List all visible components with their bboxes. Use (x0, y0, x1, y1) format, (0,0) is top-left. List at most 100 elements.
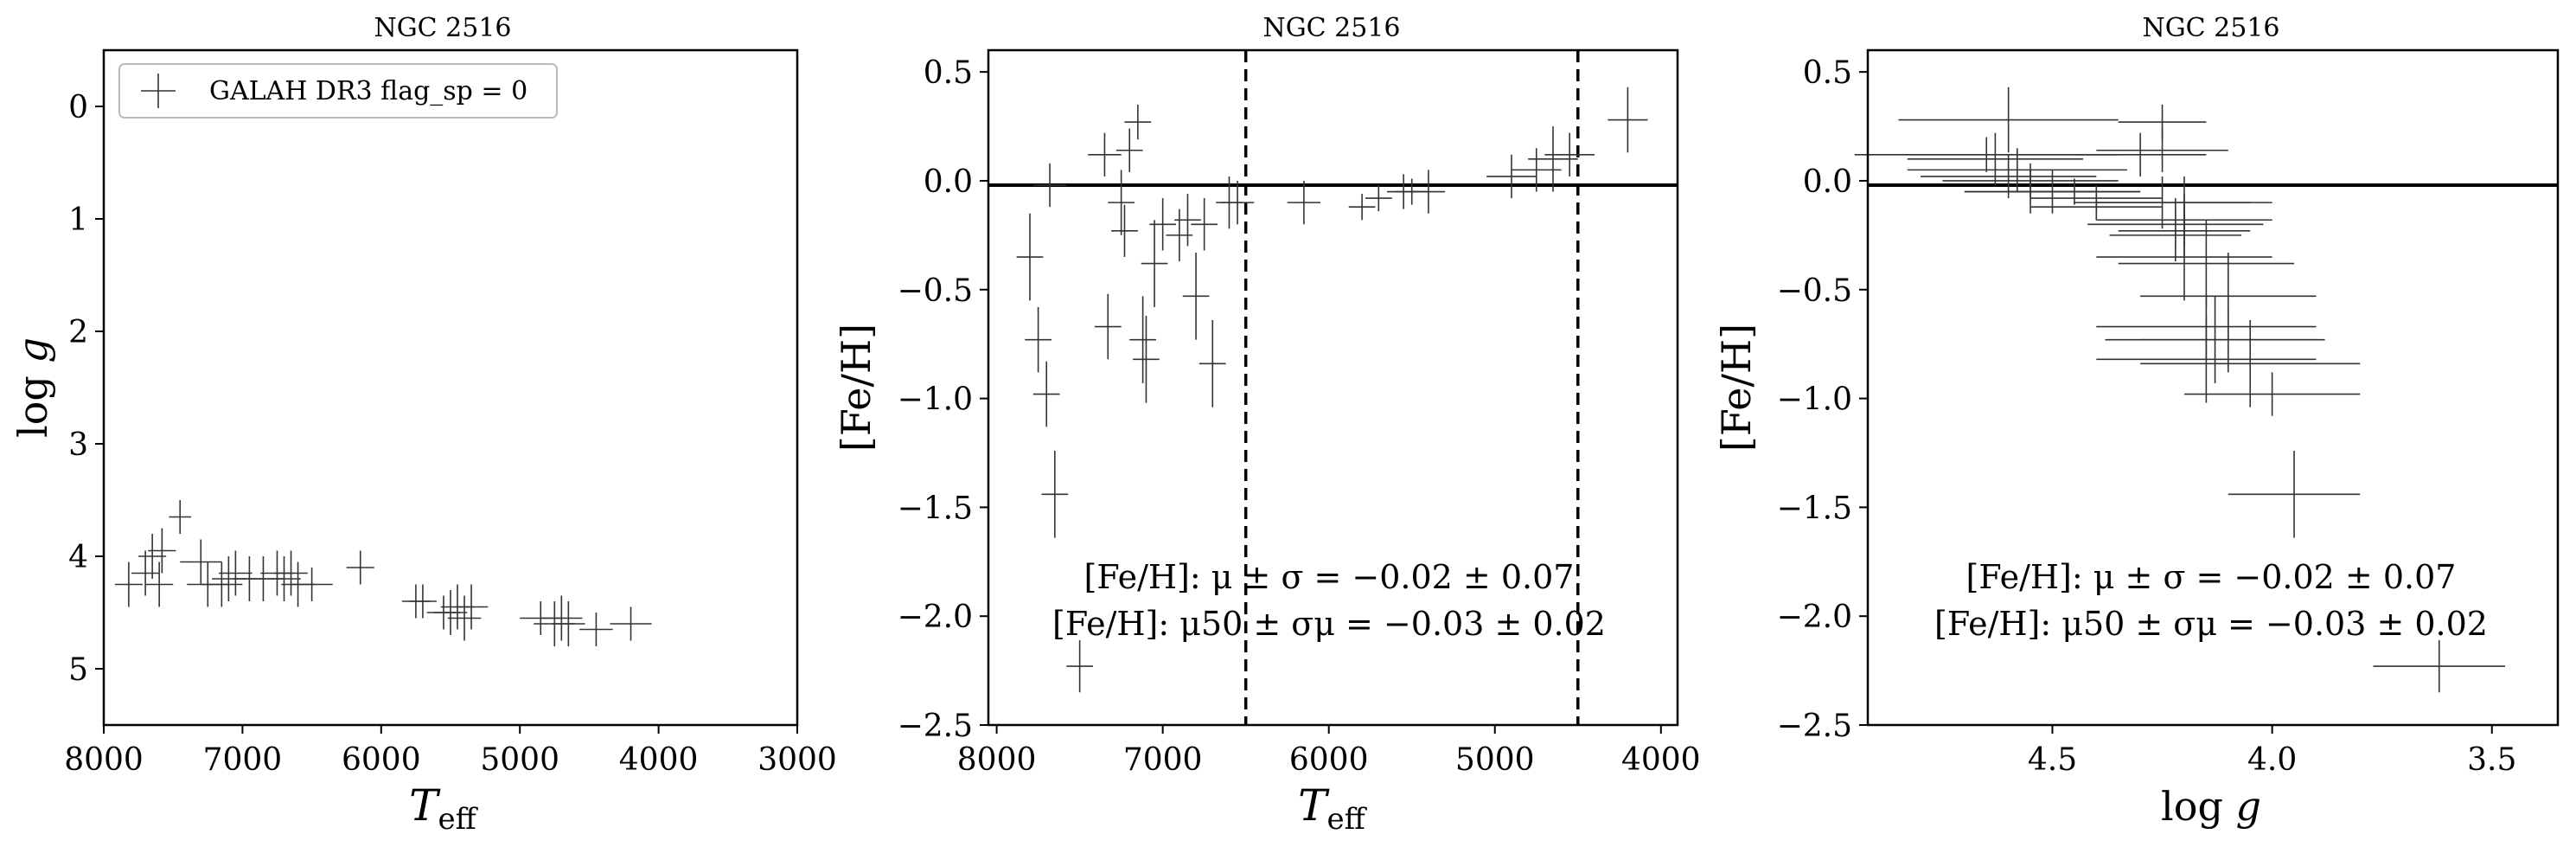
data-point (1907, 132, 2084, 185)
data-point (2109, 209, 2242, 262)
data-point (2228, 450, 2361, 538)
data-point (1199, 320, 1226, 407)
data-point (1032, 163, 1067, 208)
data-point (447, 595, 482, 641)
y-tick-label: −0.5 (898, 273, 973, 309)
data-point (1088, 132, 1122, 176)
x-tick-label: 4000 (1621, 742, 1701, 778)
panel3-xlabel: log g (2161, 783, 2261, 830)
y-tick-label: −2.0 (1777, 600, 1852, 635)
panel-feh-teff: NGC 2516 8000 7000 6000 5000 4000 0.5 0.0 −0.5 −… (833, 13, 1701, 837)
panel1-ylabel: log g (10, 337, 56, 438)
y-tick-label: −1.5 (898, 491, 973, 526)
data-point (2140, 320, 2361, 407)
data-point (433, 590, 468, 635)
data-point (1898, 87, 2119, 153)
data-point (1287, 180, 1321, 225)
x-tick-label: 6000 (342, 742, 421, 778)
data-point (1608, 87, 1648, 153)
x-tick-label: 8000 (64, 742, 144, 778)
y-tick-label: 0 (68, 90, 88, 125)
y-tick-label: 0.0 (1803, 164, 1852, 200)
data-point (454, 584, 489, 630)
data-point (169, 500, 192, 534)
data-point (1907, 148, 2127, 192)
x-tick-label: 8000 (957, 742, 1037, 778)
y-tick-label: 0.0 (924, 164, 973, 200)
y-tick-label: 0.5 (924, 55, 973, 91)
panel1-title: NGC 2516 (374, 13, 511, 43)
data-point (2074, 132, 2207, 176)
data-point (1182, 253, 1210, 340)
panel1-ticks: 8000 7000 6000 5000 4000 3000 0 1 2 3 4 5 (64, 90, 837, 778)
data-point (2096, 213, 2272, 301)
panel2-ticks: 8000 7000 6000 5000 4000 0.5 0.0 −0.5 −1.0 −1.5 −2… (898, 55, 1701, 778)
panel2-title: NGC 2516 (1262, 13, 1400, 43)
data-point (1025, 306, 1051, 373)
x-tick-label: 7000 (1123, 742, 1203, 778)
data-point (267, 556, 301, 601)
x-tick-label: 4000 (619, 742, 699, 778)
panel-logg-teff: NGC 2516 8000 7000 6000 5000 4000 3000012345 … (10, 13, 837, 837)
panel-feh-logg: NGC 2516 4.5 4.0 3.5 0.5 0.0 −0.5 −1.0 −1.5 −2.0… (1713, 13, 2560, 830)
y-tick-label: −2.0 (898, 600, 973, 635)
x-tick-label: 3.5 (2467, 742, 2516, 778)
data-point (540, 595, 583, 641)
data-point (1016, 213, 1044, 301)
x-tick-label: 4.0 (2247, 742, 2297, 778)
data-point (131, 550, 160, 596)
y-tick-label: 2 (68, 315, 88, 350)
legend-label: GALAH DR3 flag_sp = 0 (209, 76, 527, 106)
data-point (1032, 361, 1060, 427)
panel1-xlabel: Teff (409, 780, 478, 837)
panel3-annotation-median: [Fe/H]: μ50 ± σμ = −0.03 ± 0.02 (1934, 605, 2488, 643)
data-point (291, 568, 333, 601)
panel2-marks (988, 50, 1678, 725)
data-point (1920, 154, 2097, 199)
data-point (2096, 315, 2317, 403)
data-point (148, 528, 176, 574)
data-point (1486, 154, 1537, 199)
data-point (145, 561, 174, 607)
data-point (201, 561, 243, 607)
x-tick-label: 5000 (1455, 742, 1535, 778)
x-tick-label: 3000 (757, 742, 837, 778)
panel2-ylabel: [Fe/H] (833, 324, 879, 452)
panel3-frame (1866, 48, 2560, 727)
legend: GALAH DR3 flag_sp = 0 (118, 63, 558, 119)
data-point (1528, 126, 1578, 192)
data-point (114, 561, 143, 607)
data-point (2183, 372, 2361, 416)
data-point (1174, 194, 1201, 247)
data-point (1111, 204, 1138, 258)
panel3-marks (1854, 87, 2558, 693)
data-point (180, 539, 222, 585)
data-point (552, 601, 585, 646)
data-point (1094, 293, 1122, 360)
data-point (1166, 209, 1193, 262)
x-tick-label: 7000 (203, 742, 283, 778)
data-point (1220, 180, 1255, 225)
y-tick-label: 0.5 (1803, 55, 1852, 91)
data-point (2030, 194, 2163, 221)
data-point (1129, 296, 1156, 383)
x-tick-label: 6000 (1289, 742, 1369, 778)
data-point (2008, 178, 2141, 205)
data-point (1149, 198, 1177, 251)
legend-box (118, 63, 558, 119)
y-tick-label: −2.5 (1777, 709, 1852, 744)
y-tick-label: −0.5 (1777, 273, 1852, 309)
data-point (2105, 296, 2325, 383)
data-point (408, 584, 437, 619)
y-tick-label: 3 (68, 427, 88, 463)
x-tick-label: 4.5 (2028, 742, 2077, 778)
panel3-ticks: 4.5 4.0 3.5 0.5 0.0 −0.5 −1.0 −1.5 −2.0 −2.5 (1777, 55, 2517, 778)
data-point (1108, 170, 1135, 235)
data-point (1124, 104, 1152, 140)
y-tick-label: 5 (68, 652, 88, 688)
panel3-title: NGC 2516 (2142, 13, 2279, 43)
panel1-frame (102, 48, 799, 727)
data-point (610, 606, 652, 641)
data-point (1041, 450, 1069, 538)
